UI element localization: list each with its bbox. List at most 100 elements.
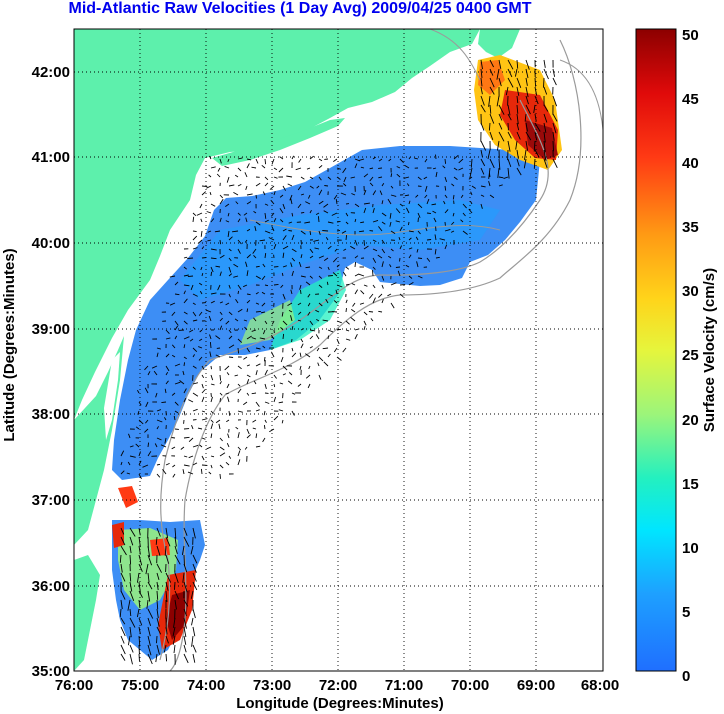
velocity-arrow	[129, 644, 134, 653]
velocity-arrow	[147, 608, 154, 619]
velocity-arrow	[209, 191, 212, 196]
velocity-arrow	[525, 86, 529, 98]
velocity-arrow	[534, 95, 539, 105]
velocity-arrow	[327, 293, 333, 297]
velocity-arrow	[498, 77, 502, 87]
velocity-arrow	[516, 95, 519, 104]
velocity-arrow	[127, 635, 131, 646]
velocity-arrow	[164, 417, 167, 421]
velocity-arrow	[480, 59, 483, 70]
velocity-arrow	[480, 122, 485, 131]
velocity-arrow	[119, 608, 122, 618]
velocity-field-shelf-edge-2	[240, 300, 295, 345]
velocity-arrow	[210, 396, 213, 403]
velocity-arrow	[460, 194, 464, 199]
velocity-arrow	[228, 455, 232, 459]
velocity-arrow	[264, 230, 271, 234]
velocity-arrow	[423, 176, 428, 180]
colorbar-tick: 40	[682, 155, 699, 172]
velocity-arrow	[318, 176, 322, 181]
velocity-arrow	[505, 86, 509, 96]
velocity-arrow	[417, 212, 421, 218]
velocity-arrow	[138, 401, 142, 406]
velocity-arrow	[318, 374, 322, 380]
velocity-arrow	[260, 311, 266, 314]
velocity-arrow	[389, 221, 392, 227]
velocity-arrow	[399, 245, 403, 250]
velocity-arrow	[201, 374, 205, 379]
velocity-arrow	[227, 158, 230, 162]
velocity-arrow	[368, 311, 374, 313]
velocity-arrow	[462, 212, 466, 217]
velocity-arrow	[426, 257, 431, 262]
velocity-arrow	[192, 293, 198, 297]
velocity-arrow	[395, 220, 401, 223]
velocity-arrow	[498, 122, 503, 130]
velocity-arrow	[251, 329, 257, 332]
velocity-arrow	[156, 437, 162, 441]
velocity-arrow	[183, 344, 186, 349]
velocity-arrow	[183, 298, 188, 304]
velocity-arrow	[183, 581, 188, 593]
velocity-arrow	[381, 248, 386, 254]
velocity-arrow	[182, 572, 185, 583]
velocity-arrow	[342, 271, 347, 277]
velocity-arrow	[282, 293, 286, 300]
velocity-arrow	[408, 230, 414, 233]
velocity-arrow	[156, 352, 159, 358]
velocity-arrow	[515, 140, 518, 150]
velocity-arrow	[164, 388, 167, 394]
velocity-arrow	[417, 257, 423, 259]
velocity-arrow	[322, 230, 329, 232]
velocity-arrow	[381, 239, 385, 244]
velocity-arrow	[287, 183, 293, 187]
velocity-arrow	[300, 275, 306, 278]
velocity-arrows	[119, 59, 558, 665]
velocity-arrow	[471, 185, 476, 189]
velocity-arrow	[325, 237, 329, 241]
velocity-arrow	[417, 217, 419, 223]
velocity-arrow	[343, 176, 347, 183]
velocity-arrow	[200, 230, 203, 237]
velocity-arrow	[480, 149, 483, 158]
x-tick: 76:00	[55, 677, 93, 694]
velocity-arrow	[498, 184, 503, 187]
velocity-arrow	[142, 464, 149, 468]
velocity-arrow	[210, 433, 213, 439]
velocity-arrow	[444, 158, 447, 164]
velocity-arrow	[489, 158, 495, 169]
velocity-arrow	[368, 293, 374, 299]
velocity-arrow	[190, 590, 194, 599]
velocity-arrow	[533, 104, 536, 114]
velocity-arrow	[525, 131, 532, 141]
isobath-line-2	[169, 39, 582, 671]
velocity-arrow	[192, 319, 198, 322]
velocity-arrow	[161, 401, 167, 404]
velocity-arrow	[525, 68, 529, 79]
velocity-arrow	[543, 140, 546, 152]
velocity-arrow	[327, 329, 334, 333]
velocity-arrow	[147, 451, 152, 457]
velocity-arrow	[290, 198, 293, 205]
velocity-arrow	[435, 171, 438, 178]
velocity-arrow	[246, 347, 250, 353]
velocity-arrow	[525, 77, 528, 86]
velocity-arrow	[174, 599, 177, 610]
velocity-arrow	[543, 149, 547, 161]
velocity-arrow	[120, 563, 123, 573]
velocity-arrow	[191, 635, 194, 647]
velocity-arrow	[351, 193, 356, 196]
velocity-arrow	[228, 410, 231, 416]
velocity-arrow	[209, 334, 212, 340]
velocity-arrow	[308, 365, 311, 370]
velocity-arrow	[156, 599, 159, 610]
velocity-arrow	[363, 284, 368, 287]
velocity-arrow	[192, 354, 195, 358]
velocity-arrow	[137, 389, 140, 394]
velocity-arrow	[453, 167, 458, 171]
velocity-arrow	[278, 167, 284, 173]
velocity-arrow	[183, 644, 187, 653]
velocity-arrow	[173, 415, 176, 421]
y-axis-label: Latitude (Degrees:Minutes)	[1, 248, 18, 441]
velocity-arrow	[188, 437, 194, 443]
